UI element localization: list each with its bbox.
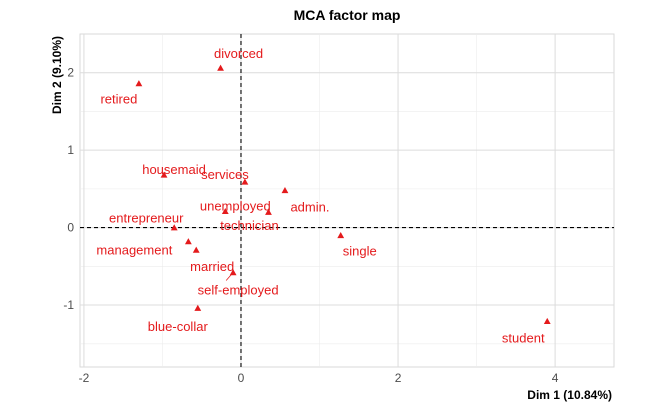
y-tick-label: 0 [67, 221, 74, 235]
point-label: retired [100, 92, 137, 107]
point-marker [184, 238, 192, 245]
point-marker [265, 208, 272, 215]
point-label: divorced [214, 46, 263, 61]
point-label: admin. [290, 199, 329, 214]
y-tick-label: 2 [67, 66, 74, 80]
point-label: management [96, 243, 172, 258]
reference-lines [80, 34, 614, 367]
point-marker [281, 187, 289, 194]
point-label: student [502, 330, 545, 345]
x-tick-label: 4 [552, 371, 559, 385]
y-tick-label: 1 [67, 143, 74, 157]
point-marker [192, 246, 200, 253]
point-marker [337, 231, 345, 239]
y-axis-title: Dim 2 (9.10%) [50, 36, 64, 114]
point-label: housemaid [142, 162, 206, 177]
point-marker [221, 207, 229, 215]
point-marker [229, 269, 237, 276]
point-label: blue-collar [148, 319, 209, 334]
point-label: entrepreneur [109, 211, 184, 226]
point-label: unemployed [200, 198, 271, 213]
x-tick-label: 2 [395, 371, 402, 385]
point-marker [160, 171, 168, 178]
point-marker [135, 80, 143, 87]
point-label: services [201, 167, 249, 182]
data-points [135, 64, 551, 325]
x-axis-title: Dim 1 (10.84%) [527, 388, 612, 402]
y-tick-label: -1 [63, 298, 74, 312]
point-marker [194, 304, 202, 311]
point-marker [543, 317, 551, 325]
x-tick-label: 0 [238, 371, 245, 385]
point-label: single [343, 243, 377, 258]
point-marker [170, 224, 178, 231]
x-tick-label: -2 [79, 371, 90, 385]
point-marker [241, 178, 249, 185]
panel-background [79, 33, 615, 368]
tick-labels: -2 0 2 4 -1 0 1 2 [63, 66, 558, 385]
chart-title: MCA factor map [294, 7, 401, 23]
point-marker [217, 64, 224, 71]
point-label: married [190, 259, 234, 274]
point-label: technician [220, 218, 279, 233]
point-label: self-employed [198, 283, 279, 298]
